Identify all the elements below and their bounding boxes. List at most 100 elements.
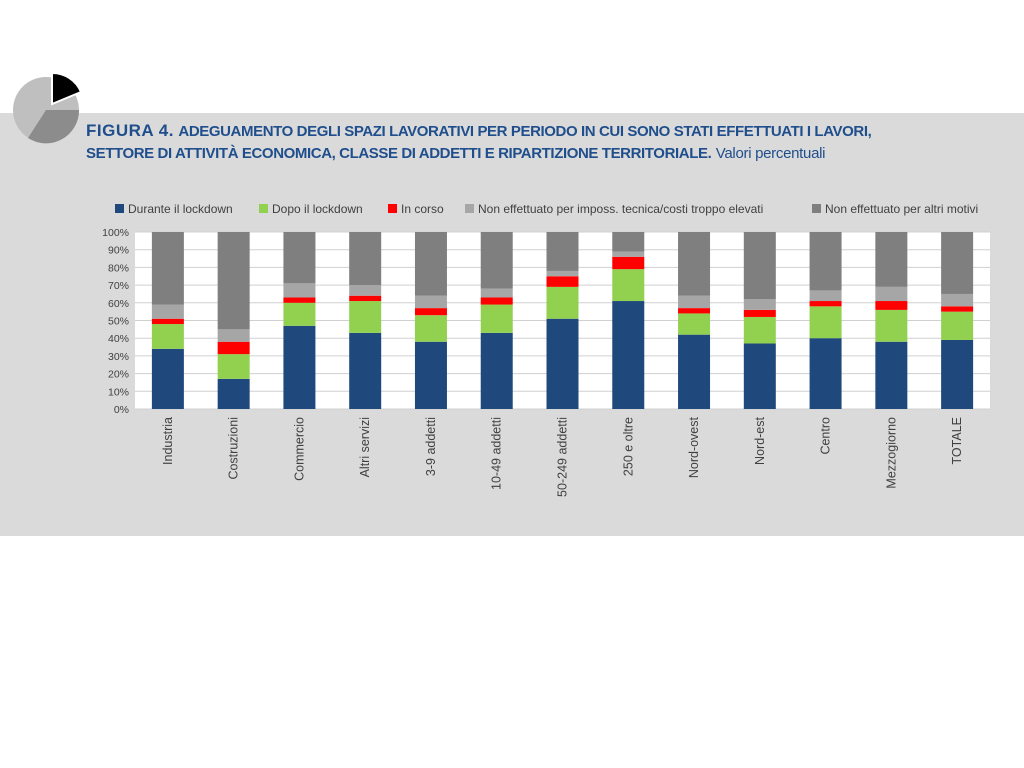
legend-swatch	[259, 204, 268, 213]
bar-segment	[941, 311, 974, 340]
bar-segment	[349, 332, 382, 409]
y-tick-label: 40%	[108, 333, 129, 345]
bar-segment	[743, 343, 776, 409]
bar-segment	[875, 286, 908, 302]
y-tick-label: 70%	[108, 280, 129, 292]
bar-segment	[612, 251, 645, 257]
chart-bars	[151, 232, 974, 409]
y-tick-label: 10%	[108, 386, 129, 398]
figure-title-line1: ADEGUAMENTO DEGLI SPAZI LAVORATIVI PER P…	[178, 123, 872, 140]
bar-segment	[151, 318, 184, 325]
bar-segment	[678, 313, 711, 335]
x-tick-label: Centro	[819, 417, 833, 455]
legend-label: Dopo il lockdown	[272, 202, 363, 216]
y-tick-label: 90%	[108, 245, 129, 257]
legend-swatch	[812, 204, 821, 213]
bar-segment	[414, 232, 447, 296]
bar-segment	[743, 232, 776, 300]
bar-segment	[678, 334, 711, 409]
bar-segment	[283, 297, 316, 303]
bar-segment	[678, 232, 711, 296]
bar-segment	[875, 232, 908, 287]
bar-segment	[875, 341, 908, 409]
bar-segment	[612, 301, 645, 409]
bar-segment	[743, 309, 776, 317]
legend-swatch	[465, 204, 474, 213]
bar-segment	[809, 301, 842, 307]
bar-segment	[546, 318, 579, 409]
bar-segment	[349, 301, 382, 333]
bar-segment	[612, 232, 645, 252]
bar-segment	[809, 338, 842, 409]
bar-segment	[217, 341, 250, 355]
bar-segment	[612, 269, 645, 302]
x-tick-label: Industria	[161, 417, 175, 465]
figure-title-line2: SETTORE DI ATTIVITÀ ECONOMICA, CLASSE DI…	[86, 145, 712, 162]
legend-label: Durante il lockdown	[128, 202, 233, 216]
bar-segment	[941, 293, 974, 307]
stacked-bar-chart: Durante il lockdown Dopo il lockdown In co…	[102, 202, 990, 497]
bar-segment	[283, 232, 316, 284]
x-tick-label: Mezzogiorno	[884, 417, 898, 489]
bar-segment	[546, 276, 579, 287]
x-tick-label: Nord-est	[753, 416, 767, 464]
y-tick-label: 20%	[108, 369, 129, 381]
legend-swatch	[388, 204, 397, 213]
bar-segment	[941, 339, 974, 409]
legend-swatch	[115, 204, 124, 213]
figure-subtitle: Valori percentuali	[715, 145, 826, 162]
bar-segment	[875, 301, 908, 310]
bar-segment	[875, 309, 908, 342]
y-tick-label: 100%	[102, 227, 129, 239]
bar-segment	[349, 285, 382, 296]
figure-title: FIGURA 4. ADEGUAMENTO DEGLI SPAZI LAVORA…	[86, 120, 1006, 165]
x-tick-label: TOTALE	[950, 417, 964, 464]
bar-segment	[414, 308, 447, 316]
bar-segment	[546, 286, 579, 319]
bar-segment	[414, 315, 447, 342]
x-tick-label: Altri servizi	[358, 417, 372, 477]
bar-segment	[480, 288, 513, 298]
bar-segment	[349, 295, 382, 302]
bar-segment	[217, 329, 250, 342]
x-tick-label: 50-249 addetti	[556, 417, 570, 497]
x-tick-label: 10-49 addetti	[490, 417, 504, 490]
bar-segment	[743, 316, 776, 344]
bar-segment	[678, 308, 711, 314]
pie-chart-icon	[13, 71, 83, 144]
y-tick-label: 0%	[114, 404, 129, 416]
x-tick-label: Nord-ovest	[687, 416, 701, 478]
y-tick-label: 50%	[108, 316, 129, 328]
bar-segment	[480, 297, 513, 305]
chart-legend: Durante il lockdown Dopo il lockdown In co…	[115, 202, 978, 216]
bar-segment	[283, 302, 316, 326]
bar-segment	[612, 256, 645, 270]
legend-label: Non effettuato per imposs. tecnica/costi…	[478, 202, 763, 216]
bar-segment	[217, 354, 250, 379]
figure-label: FIGURA 4.	[86, 121, 174, 140]
bar-segment	[546, 232, 579, 271]
bar-segment	[151, 324, 184, 349]
bar-segment	[283, 283, 316, 298]
bar-segment	[480, 304, 513, 333]
y-axis: 0% 10% 20% 30% 40% 50% 60% 70% 80% 90% 100%	[102, 227, 129, 416]
bar-segment	[809, 290, 842, 302]
bar-segment	[283, 325, 316, 409]
bar-segment	[217, 232, 250, 330]
y-tick-label: 80%	[108, 262, 129, 274]
bar-segment	[809, 306, 842, 339]
bar-segment	[941, 232, 974, 294]
x-tick-label: Commercio	[292, 417, 306, 481]
y-tick-label: 30%	[108, 351, 129, 363]
bar-segment	[217, 378, 250, 409]
bar-segment	[414, 295, 447, 309]
bar-segment	[151, 348, 184, 409]
bar-segment	[546, 270, 579, 277]
bar-segment	[480, 332, 513, 409]
bar-segment	[743, 299, 776, 310]
x-axis: Industria Costruzioni Commercio Altri servi…	[161, 416, 964, 496]
bar-segment	[941, 306, 974, 312]
bar-segment	[151, 304, 184, 319]
bar-segment	[678, 295, 711, 309]
bar-segment	[349, 232, 382, 286]
